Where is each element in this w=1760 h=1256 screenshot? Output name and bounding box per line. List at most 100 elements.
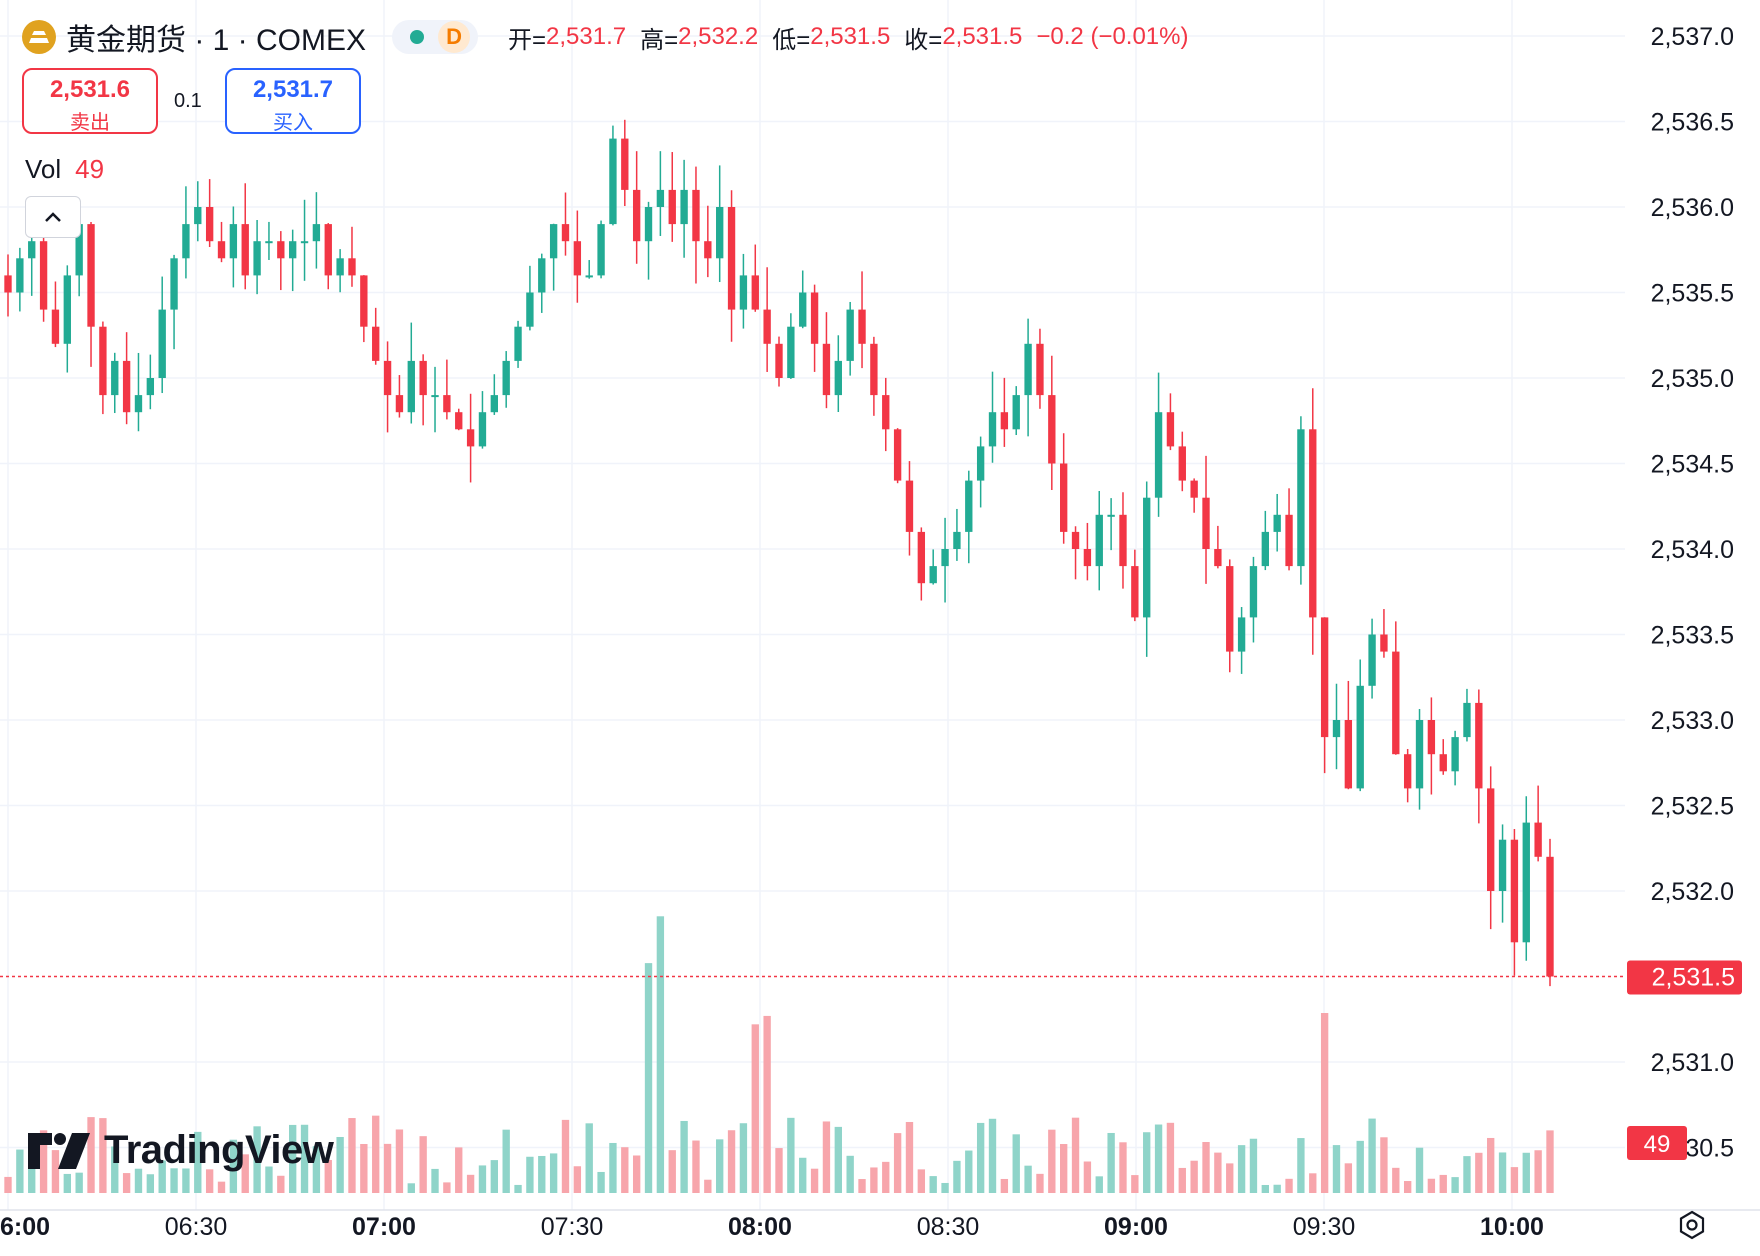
candle-body[interactable] bbox=[1415, 720, 1424, 789]
sell-button[interactable]: 2,531.6 卖出 bbox=[22, 68, 158, 134]
candle-body[interactable] bbox=[1036, 343, 1044, 396]
market-status-pill[interactable]: D bbox=[392, 20, 479, 54]
candle-body[interactable] bbox=[882, 395, 890, 430]
candle-body[interactable] bbox=[99, 326, 107, 396]
candle-body[interactable] bbox=[1487, 788, 1495, 891]
candle-body[interactable] bbox=[1048, 395, 1056, 464]
candle-body[interactable] bbox=[1546, 856, 1554, 977]
candle-body[interactable] bbox=[834, 360, 842, 396]
candle-body[interactable] bbox=[194, 207, 202, 225]
candle-body[interactable] bbox=[870, 343, 878, 396]
candle-body[interactable] bbox=[1131, 566, 1139, 618]
candle-body[interactable] bbox=[1475, 702, 1483, 789]
candle-body[interactable] bbox=[1344, 720, 1353, 789]
candle-body[interactable] bbox=[1190, 480, 1198, 498]
candle-body[interactable] bbox=[656, 189, 665, 207]
candle-body[interactable] bbox=[146, 378, 155, 396]
candle-body[interactable] bbox=[976, 446, 985, 481]
candle-body[interactable] bbox=[87, 224, 95, 327]
tradingview-watermark[interactable]: TradingView bbox=[28, 1128, 334, 1173]
candle-body[interactable] bbox=[1522, 822, 1530, 943]
candle-body[interactable] bbox=[1059, 463, 1068, 532]
candle-body[interactable] bbox=[763, 309, 771, 344]
candle-body[interactable] bbox=[288, 241, 297, 259]
candle-body[interactable] bbox=[111, 360, 119, 396]
candle-body[interactable] bbox=[538, 258, 546, 293]
candle-body[interactable] bbox=[1380, 634, 1388, 652]
candle-body[interactable] bbox=[490, 395, 499, 413]
candle-body[interactable] bbox=[75, 224, 83, 276]
candle-body[interactable] bbox=[739, 275, 748, 310]
candle-body[interactable] bbox=[134, 395, 143, 413]
candle-body[interactable] bbox=[217, 241, 226, 259]
candle-body[interactable] bbox=[822, 343, 831, 396]
candle-body[interactable] bbox=[277, 241, 285, 259]
candle-body[interactable] bbox=[1368, 634, 1376, 686]
volume-legend[interactable]: Vol 49 bbox=[25, 154, 104, 185]
candle-body[interactable] bbox=[1226, 566, 1234, 652]
candle-body[interactable] bbox=[1297, 429, 1305, 567]
candle-body[interactable] bbox=[704, 241, 712, 259]
candle-body[interactable] bbox=[324, 224, 332, 276]
candle-body[interactable] bbox=[1463, 702, 1471, 738]
candle-body[interactable] bbox=[644, 207, 653, 242]
candle-body[interactable] bbox=[1154, 412, 1163, 498]
candle-body[interactable] bbox=[16, 258, 24, 293]
candle-body[interactable] bbox=[1273, 514, 1281, 532]
candle-body[interactable] bbox=[692, 189, 700, 242]
candle-body[interactable] bbox=[205, 207, 214, 242]
candle-body[interactable] bbox=[1309, 429, 1317, 618]
candle-body[interactable] bbox=[336, 258, 344, 276]
candle-body[interactable] bbox=[965, 480, 973, 532]
candle-body[interactable] bbox=[4, 275, 12, 293]
candle-body[interactable] bbox=[478, 412, 487, 447]
candle-body[interactable] bbox=[799, 292, 807, 327]
candle-body[interactable] bbox=[1451, 737, 1459, 772]
candle-body[interactable] bbox=[1107, 514, 1115, 517]
candle-body[interactable] bbox=[383, 360, 392, 396]
candle-body[interactable] bbox=[407, 360, 415, 413]
candle-body[interactable] bbox=[1403, 754, 1412, 789]
candle-body[interactable] bbox=[158, 309, 166, 378]
candle-body[interactable] bbox=[810, 292, 819, 344]
buy-button[interactable]: 2,531.7 买入 bbox=[225, 68, 361, 134]
candle-body[interactable] bbox=[241, 224, 249, 276]
candle-body[interactable] bbox=[51, 309, 60, 344]
candle-body[interactable] bbox=[419, 360, 427, 396]
candle-body[interactable] bbox=[63, 275, 71, 344]
candle-body[interactable] bbox=[1427, 720, 1436, 755]
candle-body[interactable] bbox=[680, 189, 688, 225]
candle-body[interactable] bbox=[917, 531, 926, 584]
candle-body[interactable] bbox=[1119, 514, 1127, 567]
candle-body[interactable] bbox=[1000, 412, 1009, 430]
candle-body[interactable] bbox=[858, 309, 866, 344]
candle-body[interactable] bbox=[466, 429, 475, 447]
candle-body[interactable] bbox=[1249, 566, 1258, 618]
candle-layer[interactable] bbox=[4, 119, 1554, 987]
candle-body[interactable] bbox=[526, 292, 534, 327]
candle-body[interactable] bbox=[253, 241, 261, 276]
candle-body[interactable] bbox=[727, 207, 736, 310]
candle-body[interactable] bbox=[561, 224, 570, 242]
candle-body[interactable] bbox=[1285, 514, 1293, 567]
candle-body[interactable] bbox=[573, 241, 582, 276]
candle-body[interactable] bbox=[265, 241, 273, 244]
candle-body[interactable] bbox=[182, 224, 190, 259]
candle-body[interactable] bbox=[585, 275, 593, 278]
candle-body[interactable] bbox=[300, 241, 309, 244]
candle-body[interactable] bbox=[597, 224, 605, 276]
candle-body[interactable] bbox=[609, 138, 617, 225]
candle-body[interactable] bbox=[988, 412, 997, 447]
candle-body[interactable] bbox=[1332, 720, 1341, 738]
candle-body[interactable] bbox=[372, 326, 380, 361]
candle-body[interactable] bbox=[549, 224, 558, 259]
candle-body[interactable] bbox=[443, 395, 451, 413]
candle-body[interactable] bbox=[1143, 497, 1151, 618]
candle-body[interactable] bbox=[229, 224, 238, 259]
candle-body[interactable] bbox=[1166, 412, 1175, 447]
candle-body[interactable] bbox=[1320, 617, 1329, 738]
candle-body[interactable] bbox=[1510, 839, 1519, 943]
candle-body[interactable] bbox=[1534, 822, 1542, 857]
collapse-legend-button[interactable] bbox=[25, 196, 81, 238]
candle-body[interactable] bbox=[122, 360, 131, 413]
